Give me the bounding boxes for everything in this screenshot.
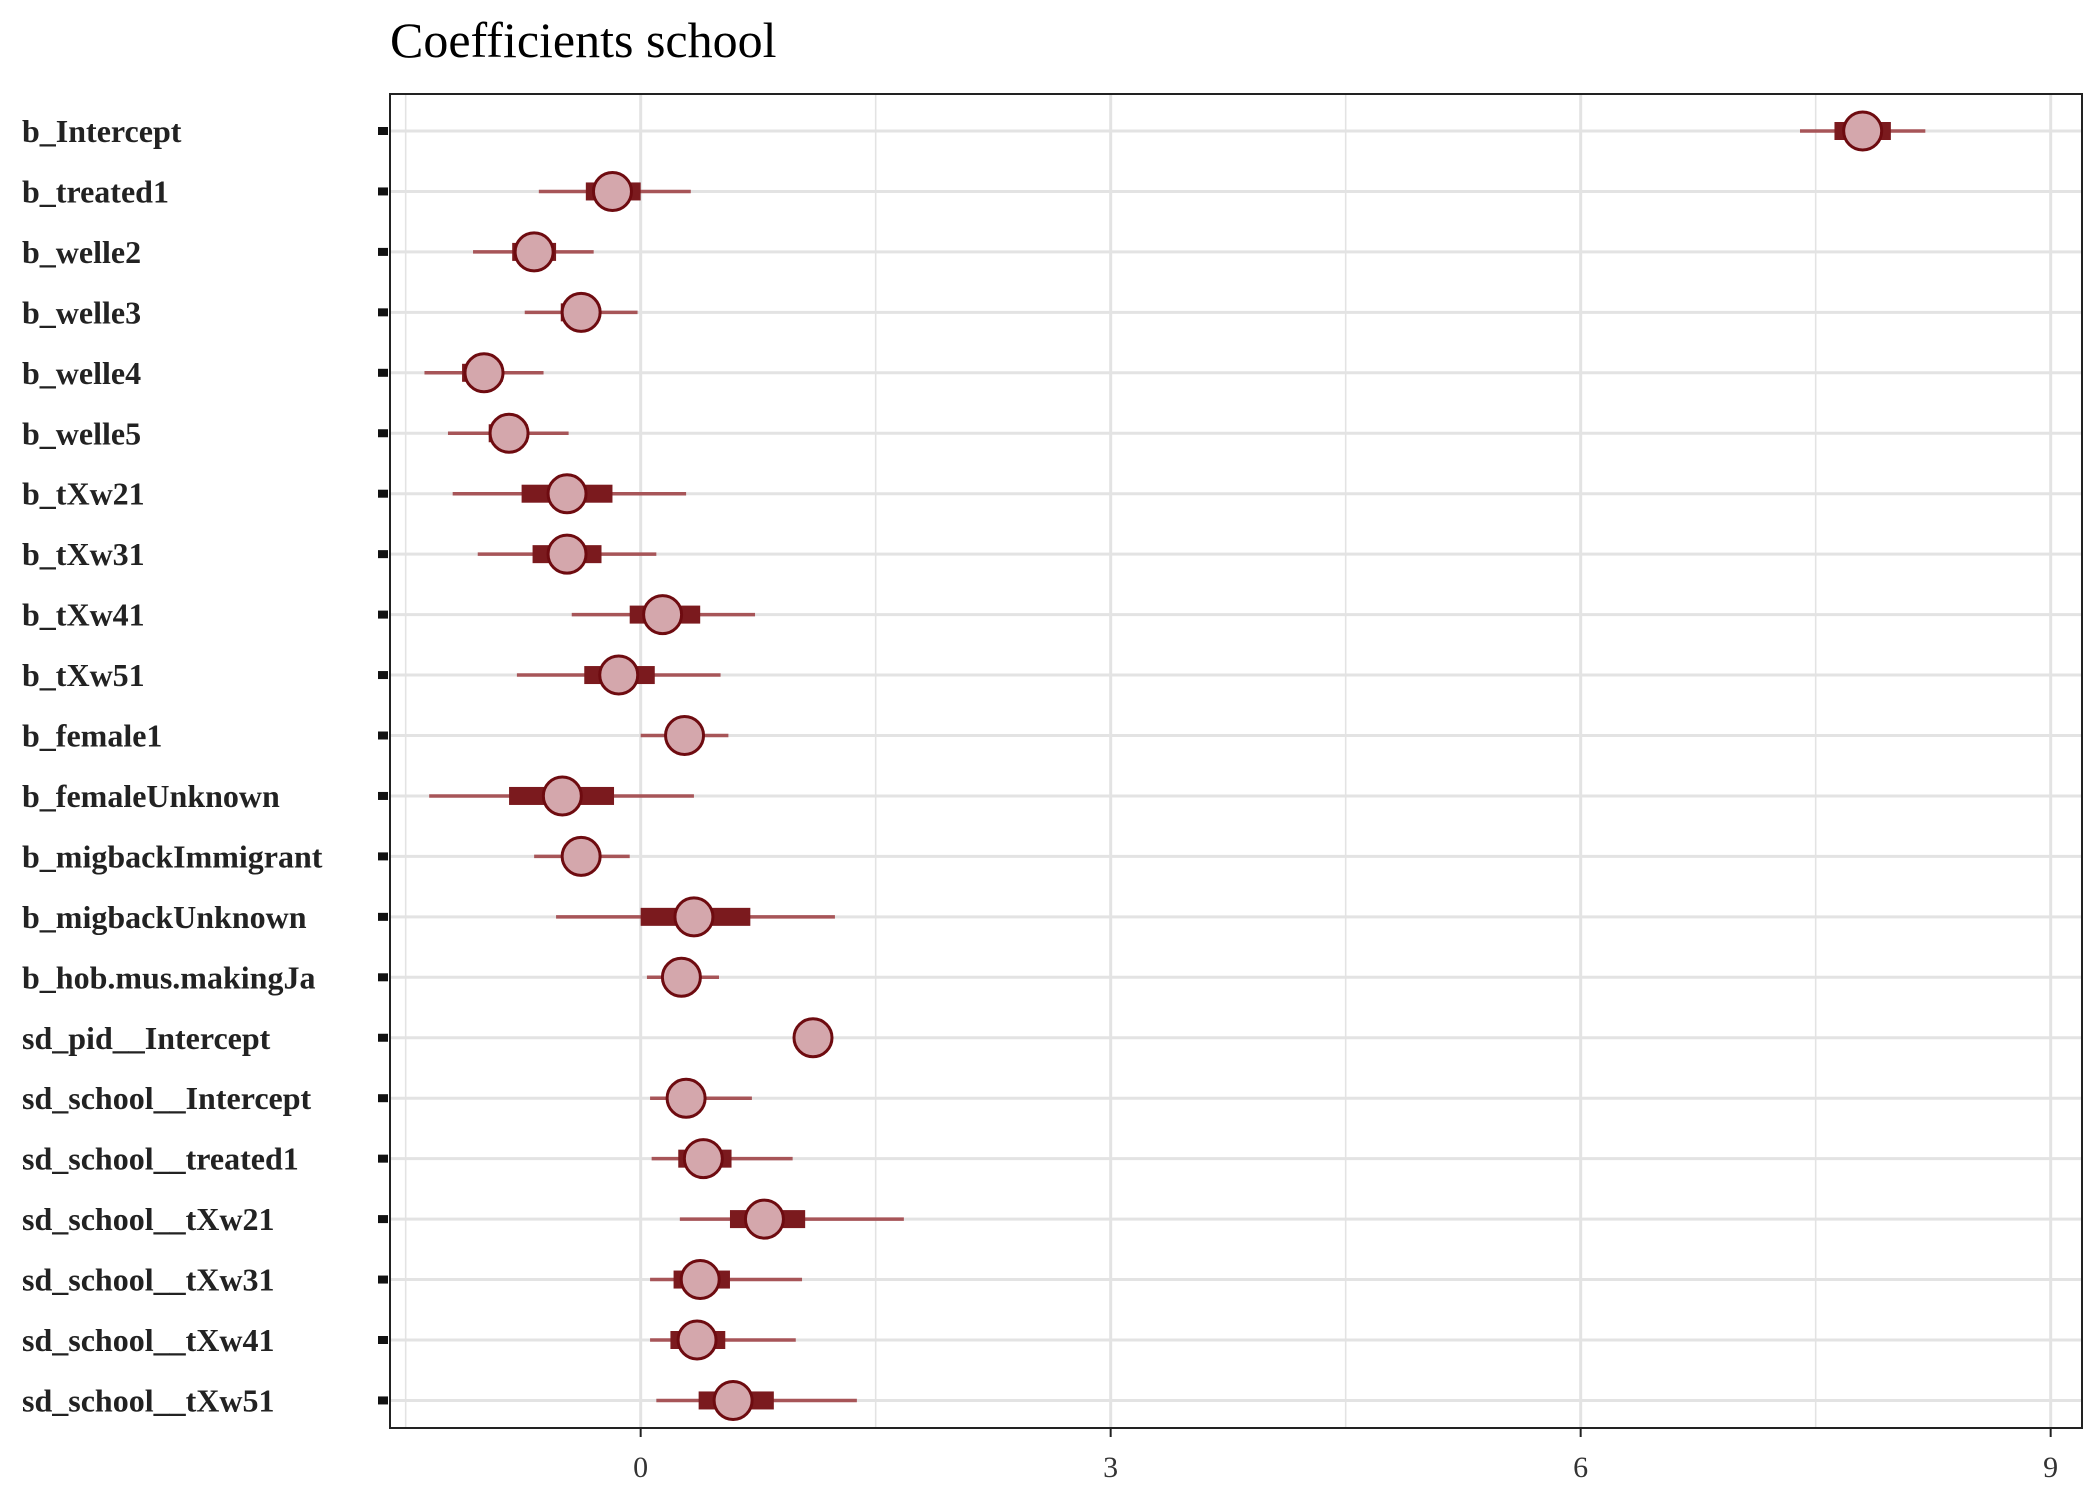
y-tick-label: b_Intercept <box>22 113 182 149</box>
interval-layer <box>424 122 1926 1410</box>
point-estimate <box>792 1017 834 1059</box>
y-tick-label: sd_school__tXw51 <box>22 1382 274 1418</box>
point-estimate <box>463 352 505 394</box>
y-tick-label: b_tXw51 <box>22 657 145 693</box>
point-estimate <box>743 1198 785 1240</box>
y-tick-mark <box>378 429 388 438</box>
point-estimate <box>546 473 588 515</box>
y-tick-mark <box>378 1336 388 1344</box>
y-tick-mark <box>378 1215 388 1224</box>
y-tick-mark <box>378 973 388 982</box>
x-tick-label: 6 <box>1573 1451 1588 1484</box>
y-tick-mark <box>378 127 388 135</box>
y-tick-mark <box>378 610 388 619</box>
y-tick-label: b_femaleUnknown <box>22 778 280 814</box>
y-tick-mark <box>378 731 388 740</box>
point-estimate <box>598 654 640 696</box>
point-estimate <box>664 715 706 756</box>
y-tick-mark <box>378 671 388 680</box>
point-estimate <box>712 1379 754 1421</box>
point-layer <box>463 110 1884 1421</box>
y-tick-label: b_hob.mus.makingJa <box>22 959 315 995</box>
y-tick-mark <box>378 1033 388 1042</box>
y-tick-mark <box>378 1396 388 1405</box>
y-tick-label: b_tXw31 <box>22 536 145 572</box>
y-tick-mark <box>378 308 388 317</box>
point-estimate <box>679 1259 721 1301</box>
point-estimate <box>682 1138 724 1180</box>
y-tick-mark <box>378 489 388 498</box>
y-tick-mark <box>378 791 388 800</box>
y-tick-label: b_welle3 <box>22 294 141 330</box>
point-estimate <box>560 291 602 333</box>
point-estimate <box>676 1319 718 1361</box>
axis-layer: b_Intercept b_treated1 b_welle2 b_welle3 b_w… <box>22 113 2058 1484</box>
y-tick-label: b_welle2 <box>22 234 141 270</box>
point-estimate <box>560 835 602 877</box>
y-tick-label: b_treated1 <box>22 173 169 209</box>
y-tick-mark <box>378 368 388 377</box>
y-tick-mark <box>378 852 388 861</box>
point-estimate <box>541 775 583 817</box>
y-tick-label: sd_school__Intercept <box>22 1080 312 1116</box>
y-tick-label: b_tXw21 <box>22 476 145 512</box>
point-estimate <box>673 896 715 938</box>
plot-border <box>389 93 2083 1429</box>
y-tick-mark <box>378 247 388 256</box>
y-tick-label: b_migbackUnknown <box>22 899 307 935</box>
point-estimate <box>642 594 684 636</box>
y-tick-mark <box>378 1154 388 1163</box>
grid-layer <box>390 94 2082 1428</box>
point-estimate <box>513 231 555 273</box>
y-tick-label: sd_pid__Intercept <box>22 1020 271 1056</box>
point-estimate <box>1842 110 1884 152</box>
point-estimate <box>488 412 530 454</box>
y-tick-mark <box>378 1094 388 1103</box>
y-tick-label: b_tXw41 <box>22 597 145 633</box>
x-tick-label: 3 <box>1103 1451 1118 1484</box>
y-tick-mark <box>378 187 388 196</box>
point-estimate <box>591 170 633 212</box>
y-tick-label: b_welle5 <box>22 415 141 451</box>
y-tick-label: sd_school__tXw41 <box>22 1322 274 1358</box>
y-tick-label: sd_school__tXw21 <box>22 1201 274 1237</box>
y-tick-label: b_welle4 <box>22 355 141 391</box>
y-tick-label: b_female1 <box>22 718 162 754</box>
y-tick-label: sd_school__treated1 <box>22 1141 299 1177</box>
y-tick-mark <box>378 912 388 921</box>
chart-title: Coefficients school <box>390 12 777 68</box>
x-tick-label: 0 <box>633 1451 648 1484</box>
x-tick-label: 9 <box>2043 1451 2058 1484</box>
y-tick-label: b_migbackImmigrant <box>22 838 323 874</box>
y-tick-mark <box>378 1275 388 1284</box>
point-estimate <box>660 956 702 998</box>
point-estimate <box>665 1077 707 1119</box>
y-tick-mark <box>378 550 388 559</box>
y-tick-label: sd_school__tXw31 <box>22 1262 274 1298</box>
point-estimate <box>546 533 588 575</box>
